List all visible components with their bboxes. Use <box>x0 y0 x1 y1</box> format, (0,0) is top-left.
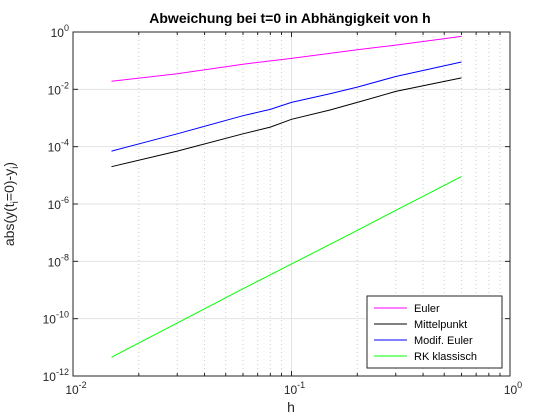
y-tick-label: 10-10 <box>43 310 69 327</box>
chart-title: Abweichung bei t=0 in Abhängigkeit von h <box>149 10 430 26</box>
y-tick-label: 10-8 <box>48 252 69 269</box>
legend: Euler Mittelpunkt Modif. Euler RK klassisch <box>366 295 503 369</box>
series-lines <box>111 35 462 358</box>
x-tick-label: 10-1 <box>284 380 305 397</box>
x-tick-label: 10-2 <box>65 380 86 397</box>
y-tick-label: 100 <box>51 23 69 40</box>
series-line-4 <box>111 176 462 358</box>
y-tick-label: 10-2 <box>48 80 69 97</box>
legend-entry-label: Euler <box>414 303 440 315</box>
legend-entry-label: RK klassisch <box>414 351 477 363</box>
series-line-2 <box>111 77 462 168</box>
y-axis-label: abs(y(ti=0)-yi) <box>1 162 21 246</box>
x-tick-labels: 10-2 10-1 100 <box>65 380 522 397</box>
x-axis-label: h <box>287 399 295 415</box>
series-line-3 <box>111 61 462 152</box>
x-tick-label: 100 <box>504 380 522 397</box>
legend-entry-label: Modif. Euler <box>414 335 473 347</box>
y-tick-label: 10-12 <box>43 367 69 384</box>
series-line-1 <box>111 35 462 82</box>
y-tick-label: 10-6 <box>48 195 69 212</box>
legend-entry-label: Mittelpunkt <box>414 319 467 331</box>
y-tick-label: 10-4 <box>48 138 69 155</box>
y-tick-labels: 10-12 10-10 10-8 10-6 10-4 10-2 100 <box>43 23 69 384</box>
ticks <box>72 31 511 377</box>
